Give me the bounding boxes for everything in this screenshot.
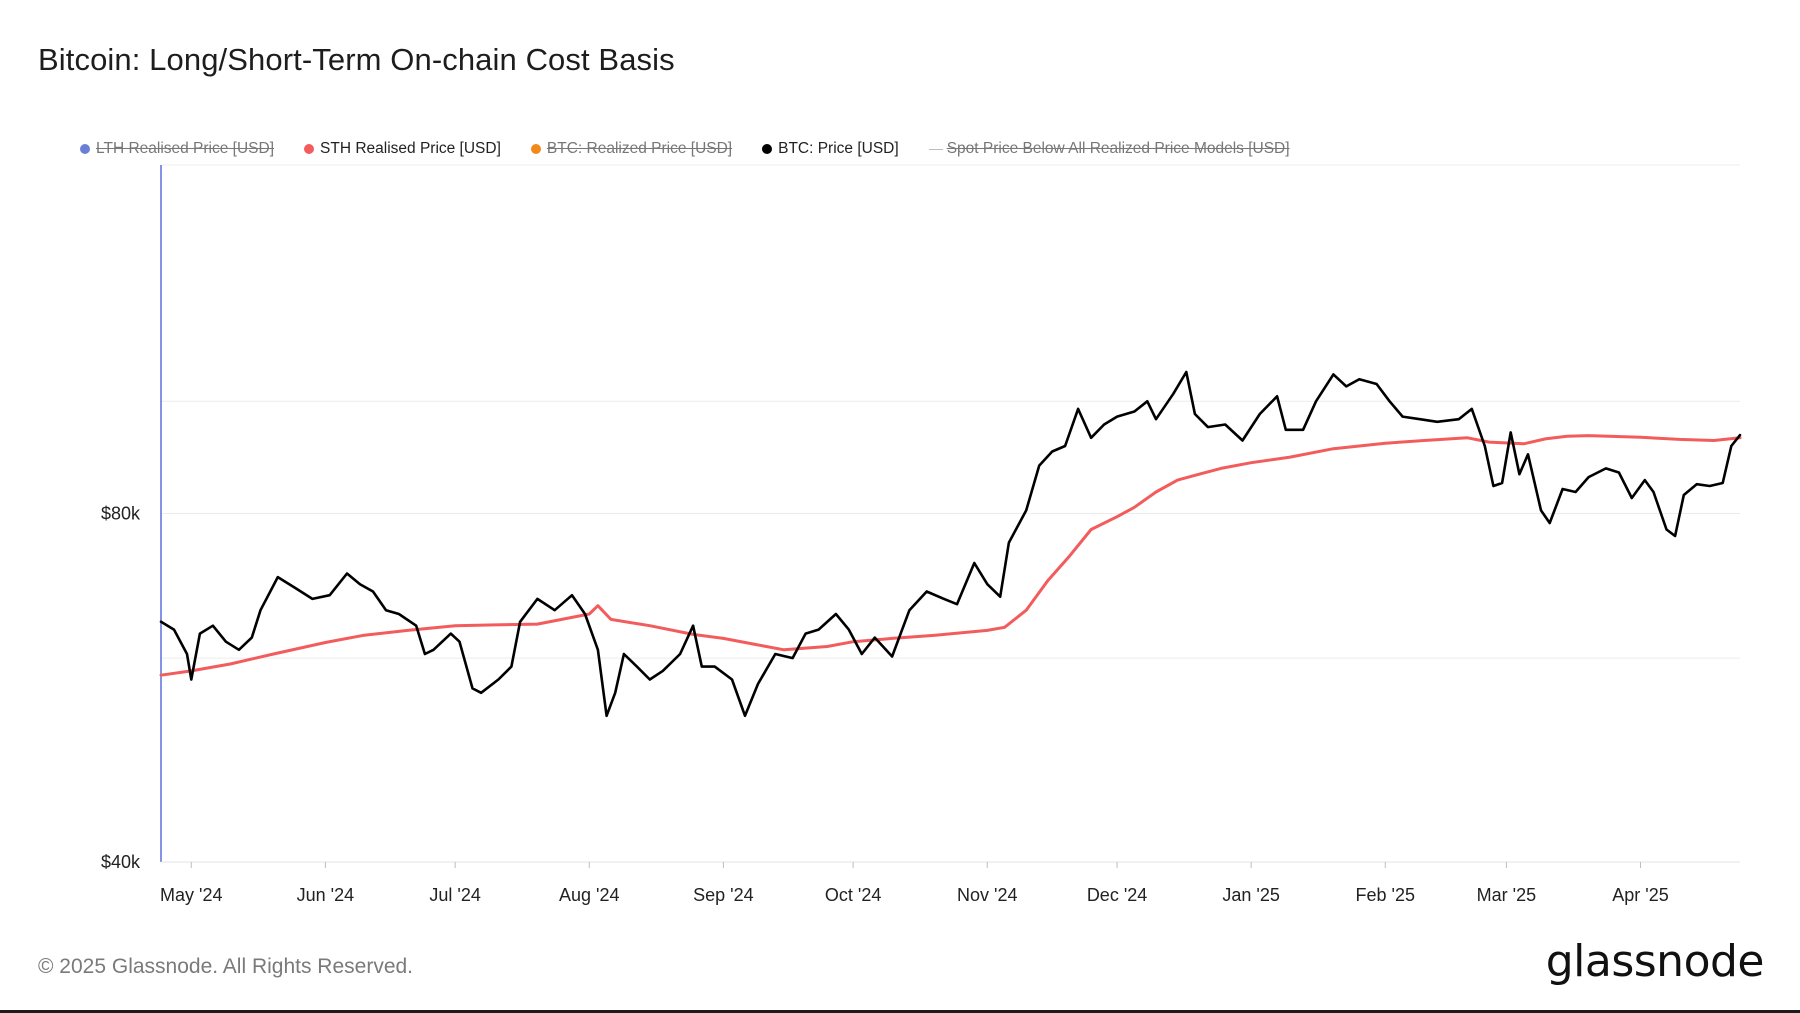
legend-marker-sth xyxy=(304,144,315,154)
x-tick-label: Feb '25 xyxy=(1356,885,1415,905)
x-tick-label: Mar '25 xyxy=(1477,885,1536,905)
legend-item-sth-realised-price[interactable]: STH Realised Price [USD] xyxy=(304,140,501,158)
legend-label-btc-realized: BTC: Realized Price [USD] xyxy=(546,140,733,157)
x-tick-label: Aug '24 xyxy=(559,885,620,905)
legend-label-sth: STH Realised Price [USD] xyxy=(320,140,501,157)
legend-marker-btc-price xyxy=(762,144,773,154)
legend-item-lth-realised-price[interactable]: LTH Realised Price [USD] xyxy=(80,140,274,158)
chart-gridlines xyxy=(161,164,1740,863)
x-tick-label: Apr '25 xyxy=(1612,885,1668,905)
bottom-divider xyxy=(0,1010,1800,1013)
legend-label-btc-price: BTC: Price [USD] xyxy=(778,140,899,157)
legend-label-spot-below: Spot Price Below All Realized Price Mode… xyxy=(946,140,1290,157)
x-tick-label: May '24 xyxy=(160,885,222,905)
chart-series xyxy=(159,370,1742,718)
legend-marker-lth xyxy=(80,144,90,154)
series-line-sth-realised-price xyxy=(159,434,1742,677)
x-tick-label: Jun '24 xyxy=(297,885,354,905)
series-line-btc-price xyxy=(159,370,1742,718)
chart-title: Bitcoin: Long/Short-Term On-chain Cost B… xyxy=(38,42,675,77)
x-tick-label: Jul '24 xyxy=(429,885,480,905)
legend-item-spot-below-models[interactable]: Spot Price Below All Realized Price Mode… xyxy=(928,140,1290,158)
x-tick-label: Sep '24 xyxy=(693,885,754,905)
legend-item-btc-realized-price[interactable]: BTC: Realized Price [USD] xyxy=(530,140,733,158)
chart-canvas: $40k $80k May '24 Jun '24 Jul '24 Aug '24 Sep… xyxy=(101,164,1742,905)
x-tick-label: Jan '25 xyxy=(1222,885,1279,905)
legend-marker-spot-below xyxy=(928,148,943,150)
chart-legend: LTH Realised Price [USD] STH Realised Pr… xyxy=(80,138,1320,160)
y-axis-ticks: $40k $80k xyxy=(101,504,141,873)
x-tick-label: Oct '24 xyxy=(825,885,881,905)
copyright-footer: © 2025 Glassnode. All Rights Reserved. xyxy=(38,955,414,978)
y-tick-label: $40k xyxy=(101,852,141,872)
x-axis-ticks: May '24 Jun '24 Jul '24 Aug '24 Sep '24 Oct '… xyxy=(160,862,1669,905)
legend-item-btc-price[interactable]: BTC: Price [USD] xyxy=(762,140,899,158)
legend-marker-btc-realized xyxy=(530,144,541,154)
legend-label-lth: LTH Realised Price [USD] xyxy=(96,140,275,157)
x-tick-label: Dec '24 xyxy=(1087,885,1147,905)
y-tick-label: $80k xyxy=(101,504,141,524)
x-tick-label: Nov '24 xyxy=(957,885,1017,905)
glassnode-logo[interactable]: glassnode xyxy=(1545,936,1765,987)
